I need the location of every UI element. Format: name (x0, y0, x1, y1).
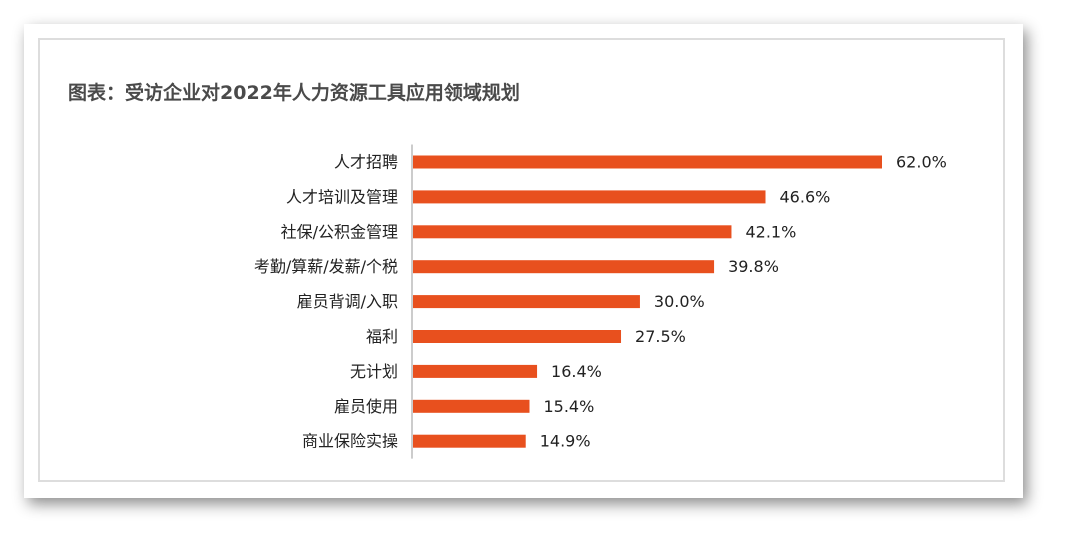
chart-frame: 图表：受访企业对2022年人力资源工具应用领域规划 (38, 38, 1005, 482)
bar (413, 399, 530, 413)
category-label: 人才招聘 (334, 153, 398, 172)
category-label: 无计划 (350, 362, 398, 381)
chart-title: 图表：受访企业对2022年人力资源工具应用领域规划 (68, 82, 520, 104)
bar (413, 260, 715, 274)
value-label: 39.8% (728, 257, 779, 276)
category-label: 福利 (366, 327, 398, 346)
category-label: 雇员背调/入职 (297, 292, 398, 311)
value-label: 42.1% (745, 222, 796, 241)
bar (413, 364, 538, 378)
category-label: 社保/公积金管理 (281, 222, 398, 241)
value-label: 27.5% (635, 327, 686, 346)
category-label: 考勤/算薪/发薪/个税 (254, 257, 398, 276)
value-label: 14.9% (540, 432, 591, 451)
bar (413, 295, 640, 309)
value-label: 16.4% (551, 362, 602, 381)
value-label: 62.0% (896, 153, 947, 172)
category-label: 商业保险实操 (302, 432, 398, 451)
category-label: 人才培训及管理 (286, 187, 398, 206)
value-label: 30.0% (654, 292, 705, 311)
bar (413, 225, 732, 239)
bar (413, 190, 766, 204)
category-label: 雇员使用 (334, 397, 398, 416)
bar (413, 434, 526, 448)
bar (413, 330, 622, 343)
value-label: 46.6% (780, 187, 831, 206)
bar (413, 155, 882, 169)
value-label: 15.4% (543, 397, 594, 416)
